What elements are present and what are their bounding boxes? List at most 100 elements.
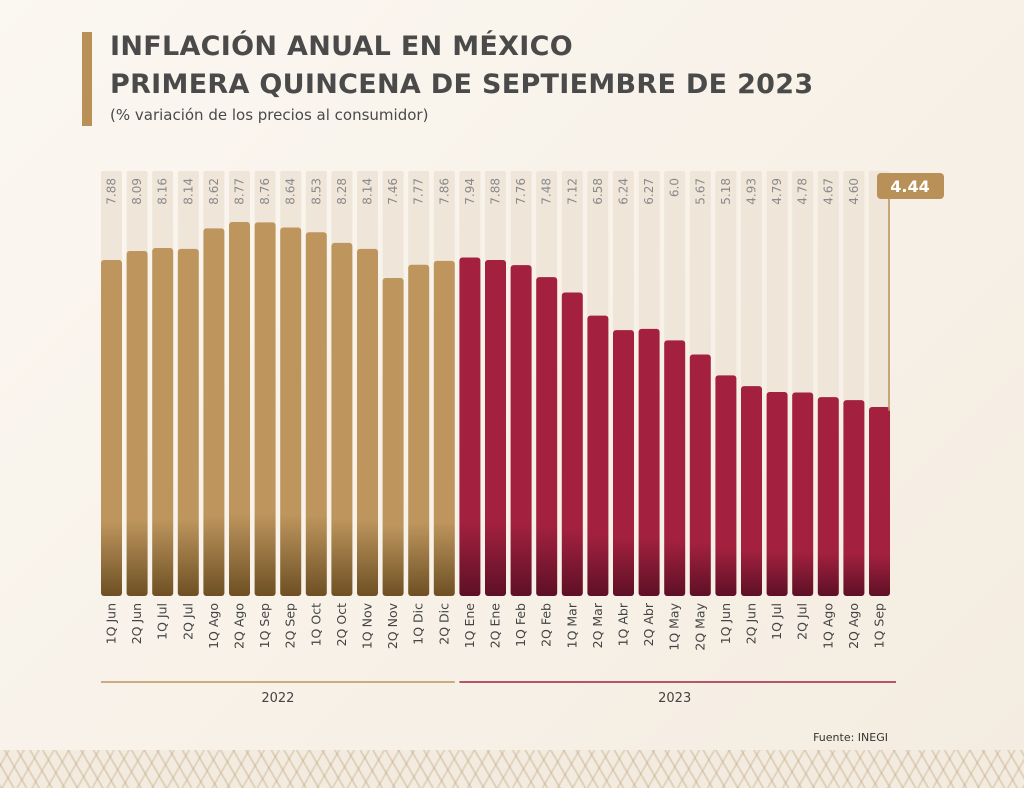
bar-background-28	[817, 171, 839, 400]
category-label-1: 2Q Jun	[129, 603, 144, 644]
bar-background-2	[152, 171, 174, 251]
category-label-0: 1Q Jun	[104, 603, 119, 644]
bar-background-0	[101, 171, 122, 263]
category-label-24: 1Q Jun	[718, 603, 733, 644]
value-label-19: 6.58	[591, 178, 605, 205]
category-label-27: 2Q Jul	[795, 603, 810, 640]
category-label-4: 1Q Ago	[206, 603, 221, 649]
bar-9	[331, 242, 353, 596]
category-label-3: 2Q Jul	[180, 603, 195, 640]
bar-25	[741, 386, 762, 596]
value-label-14: 7.94	[463, 178, 477, 205]
category-label-9: 2Q Oct	[334, 603, 349, 646]
bar-background-15	[485, 171, 506, 263]
source-note: Fuente: INEGI	[813, 731, 888, 744]
value-label-5: 8.77	[233, 178, 247, 205]
category-label-11: 2Q Nov	[385, 602, 400, 649]
chart-subtitle: (% variación de los precios al consumido…	[110, 106, 429, 124]
bar-background-7	[280, 171, 302, 230]
category-label-17: 2Q Feb	[539, 603, 554, 647]
bar-13	[433, 260, 455, 596]
category-label-26: 1Q Jul	[769, 603, 784, 640]
value-label-7: 8.64	[284, 178, 298, 205]
bar-10	[357, 248, 378, 596]
bar-17	[536, 277, 558, 596]
bar-29	[843, 400, 865, 596]
category-label-29: 2Q Ago	[846, 603, 861, 649]
value-label-10: 8.14	[361, 178, 375, 205]
bar-background-14	[459, 171, 481, 260]
bar-6	[254, 222, 276, 596]
category-label-7: 2Q Sep	[283, 603, 298, 648]
bar-background-5	[229, 171, 250, 224]
bar-background-24	[715, 171, 737, 378]
bar-23	[689, 354, 711, 596]
value-label-18: 7.12	[565, 178, 579, 205]
year-group-label-2022: 2022	[261, 691, 294, 706]
value-label-25: 4.93	[745, 178, 759, 205]
value-label-22: 6.0	[668, 178, 682, 197]
category-label-6: 1Q Sep	[257, 603, 272, 648]
category-label-16: 1Q Feb	[513, 603, 528, 647]
value-label-21: 6.27	[642, 178, 656, 205]
category-label-19: 2Q Mar	[590, 602, 605, 648]
value-label-29: 4.60	[847, 178, 861, 205]
bar-background-6	[254, 171, 276, 225]
bar-27	[792, 392, 814, 596]
value-label-6: 8.76	[258, 178, 272, 205]
category-label-14: 1Q Ene	[462, 603, 477, 649]
bar-background-30	[869, 171, 890, 409]
category-label-2: 1Q Jul	[155, 603, 170, 640]
category-label-20: 1Q Abr	[616, 602, 631, 646]
value-label-23: 5.67	[693, 178, 707, 205]
value-label-16: 7.76	[514, 178, 528, 205]
category-label-28: 1Q Ago	[820, 603, 835, 649]
bar-16	[510, 265, 532, 596]
bar-background-10	[357, 171, 378, 251]
value-label-11: 7.46	[386, 178, 400, 205]
bar-background-22	[664, 171, 686, 343]
bar-8	[305, 232, 327, 597]
category-label-15: 2Q Ene	[488, 603, 503, 649]
highlight-badge-label: 4.44	[890, 177, 929, 196]
value-label-9: 8.28	[335, 178, 349, 205]
value-label-8: 8.53	[309, 178, 323, 205]
value-label-27: 4.78	[796, 178, 810, 205]
value-label-20: 6.24	[617, 178, 631, 205]
bar-background-26	[766, 171, 788, 395]
bar-30	[869, 407, 890, 596]
title-line-2: PRIMERA QUINCENA DE SEPTIEMBRE DE 2023	[110, 69, 814, 100]
bar-background-3	[177, 171, 199, 251]
bar-background-4	[203, 171, 225, 231]
bar-background-20	[613, 171, 634, 333]
bar-15	[485, 260, 506, 596]
value-label-2: 8.16	[156, 178, 170, 205]
category-label-13: 2Q Dic	[436, 603, 451, 645]
bar-28	[817, 397, 839, 596]
bar-20	[613, 330, 634, 596]
value-label-15: 7.88	[489, 178, 503, 205]
bar-7	[280, 227, 302, 597]
bar-background-16	[510, 171, 532, 268]
title-accent-bar	[82, 32, 92, 126]
bar-background-27	[792, 171, 814, 395]
bar-background-1	[126, 171, 148, 254]
bar-background-23	[689, 171, 711, 357]
year-group-label-2023: 2023	[658, 691, 691, 706]
value-label-3: 8.14	[181, 178, 195, 205]
value-label-12: 7.77	[412, 178, 426, 205]
bar-background-12	[408, 171, 430, 267]
highlight-badge	[877, 173, 944, 199]
bar-24	[715, 375, 737, 596]
value-label-17: 7.48	[540, 178, 554, 205]
value-label-1: 8.09	[130, 178, 144, 205]
value-label-13: 7.86	[437, 178, 451, 205]
category-label-12: 1Q Dic	[411, 603, 426, 645]
value-label-28: 4.67	[821, 178, 835, 205]
category-label-30: 1Q Sep	[872, 603, 887, 648]
bar-21	[638, 328, 660, 596]
bar-26	[766, 392, 788, 596]
bar-11	[382, 277, 404, 596]
bar-background-17	[536, 171, 558, 280]
